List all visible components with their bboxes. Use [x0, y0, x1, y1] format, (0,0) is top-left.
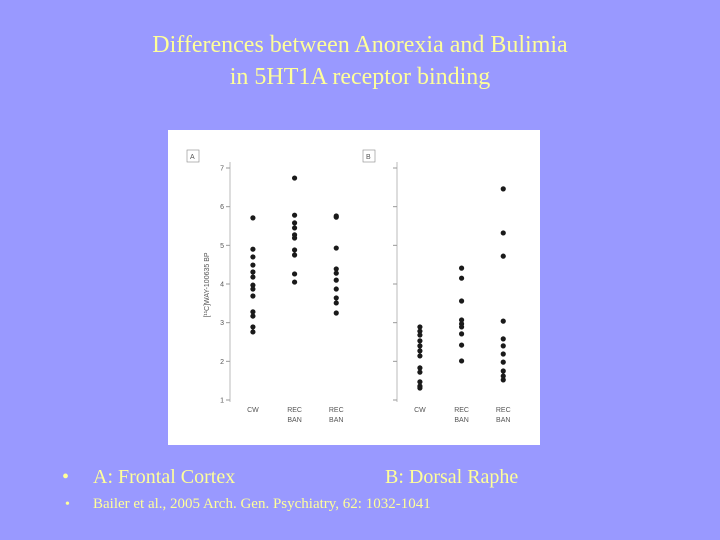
title-line: Differences between Anorexia and Bulimia — [152, 32, 568, 58]
data-point — [291, 247, 298, 253]
data-point — [500, 186, 506, 192]
data-point — [250, 246, 256, 252]
data-point — [291, 235, 298, 241]
data-point — [417, 385, 423, 391]
data-point — [291, 279, 298, 285]
title-line: in 5HT1A receptor binding — [230, 64, 491, 90]
data-point — [417, 343, 423, 349]
x-tick-label: REC — [287, 407, 302, 414]
data-point — [250, 329, 256, 335]
data-point — [333, 214, 339, 220]
panel-label: B — [366, 154, 371, 161]
data-point — [250, 254, 256, 260]
data-point — [333, 266, 339, 272]
bullet-text: B: Dorsal Raphe — [385, 466, 518, 488]
panel-label-box — [362, 149, 376, 163]
y-tick-label: 2 — [220, 359, 224, 366]
data-point — [500, 377, 506, 383]
data-point — [500, 230, 506, 236]
data-point — [250, 269, 256, 275]
data-point — [250, 313, 256, 319]
panel-label-box — [186, 149, 200, 163]
data-point — [500, 343, 506, 349]
data-point — [417, 338, 423, 344]
data-point — [291, 175, 298, 181]
data-point — [250, 215, 256, 221]
y-tick-label: 7 — [220, 166, 224, 173]
data-point — [250, 262, 256, 268]
data-point — [500, 368, 506, 374]
data-point — [333, 286, 339, 292]
data-point — [250, 309, 256, 315]
data-point — [500, 318, 506, 324]
data-point — [333, 270, 339, 276]
citation: Bailer et al., 2005 Arch. Gen. Psychiatr… — [93, 496, 431, 512]
data-point — [291, 220, 298, 226]
data-point — [333, 300, 339, 306]
data-point — [291, 225, 298, 231]
data-point — [250, 286, 256, 292]
data-point — [291, 271, 298, 277]
data-point — [291, 252, 298, 258]
x-tick-label: BAN — [329, 417, 343, 424]
x-tick-label: BAN — [454, 417, 468, 424]
x-tick-label: REC — [329, 407, 344, 414]
data-point — [417, 369, 423, 375]
data-point — [458, 298, 465, 304]
x-tick-label: BAN — [287, 417, 301, 424]
bullet-dot: • — [62, 466, 69, 488]
data-point — [250, 282, 256, 288]
data-point — [458, 275, 465, 281]
data-point — [291, 212, 298, 218]
data-point — [458, 358, 465, 364]
data-point — [417, 353, 423, 359]
data-point — [458, 342, 465, 348]
x-tick-label: BAN — [496, 417, 510, 424]
data-point — [458, 331, 465, 337]
data-point — [500, 336, 506, 342]
data-point — [333, 245, 339, 251]
bullet-dot: • — [65, 497, 70, 512]
data-point — [333, 310, 339, 316]
data-point — [250, 324, 256, 330]
data-point — [417, 379, 423, 385]
y-tick-label: 4 — [220, 282, 224, 289]
data-point — [333, 277, 339, 283]
data-point — [500, 351, 506, 357]
data-point — [458, 265, 465, 271]
data-point — [417, 332, 423, 338]
y-tick-label: 1 — [220, 398, 224, 405]
x-tick-label: CW — [247, 407, 259, 414]
data-point — [500, 373, 506, 379]
data-point — [458, 324, 465, 330]
data-point — [500, 253, 506, 259]
data-point — [250, 293, 256, 299]
y-tick-label: 5 — [220, 243, 224, 250]
y-tick-label: 3 — [220, 320, 224, 327]
y-tick-label: 6 — [220, 204, 224, 211]
data-point — [417, 348, 423, 354]
data-point — [333, 295, 339, 301]
x-tick-label: REC — [496, 407, 511, 414]
data-point — [417, 328, 423, 334]
x-tick-label: CW — [414, 407, 426, 414]
data-point — [250, 274, 256, 280]
panel-label: A — [190, 154, 195, 161]
data-point — [500, 359, 506, 365]
data-point — [458, 317, 465, 323]
y-axis-label: [¹¹C]WAY-100635 BP — [204, 252, 211, 317]
x-tick-label: REC — [454, 407, 469, 414]
data-point — [417, 365, 423, 371]
bullet-text: A: Frontal Cortex — [93, 466, 235, 488]
data-point — [417, 324, 423, 330]
